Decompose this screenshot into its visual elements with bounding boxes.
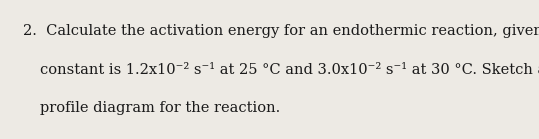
Text: constant is 1.2x10⁻² s⁻¹ at 25 °C and 3.0x10⁻² s⁻¹ at 30 °C. Sketch and label th: constant is 1.2x10⁻² s⁻¹ at 25 °C and 3.…	[40, 62, 539, 77]
Text: 2.  Calculate the activation energy for an endothermic reaction, given that the : 2. Calculate the activation energy for a…	[23, 24, 539, 38]
Text: profile diagram for the reaction.: profile diagram for the reaction.	[40, 101, 281, 115]
